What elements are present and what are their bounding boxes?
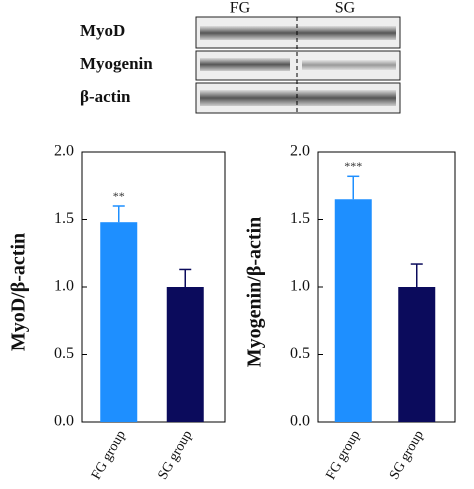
y-tick-label: 0.5 [290, 345, 310, 362]
y-tick-label: 0.0 [54, 413, 74, 430]
significance: ** [113, 189, 125, 203]
y-tick-label: 1.5 [290, 210, 310, 227]
x-tick-label: SG group [387, 428, 427, 482]
row-label: Myogenin [80, 54, 153, 73]
y-tick-label: 1.0 [290, 278, 310, 295]
x-tick-label: FG group [89, 428, 129, 482]
bar [100, 222, 138, 422]
y-axis-label: MyoD/β-actin [8, 233, 30, 351]
row-label: MyoD [80, 21, 125, 40]
y-tick-label: 1.5 [54, 210, 74, 227]
blot-band [200, 58, 290, 71]
lane-label: FG [230, 0, 251, 17]
y-tick-label: 2.0 [290, 143, 310, 160]
row-label: β-actin [80, 87, 131, 106]
y-tick-label: 0.5 [54, 345, 74, 362]
blot-band [200, 26, 396, 40]
bar [334, 199, 372, 422]
blot: FG SG MyoD Myogenin β-actin [80, 0, 401, 114]
bar [166, 287, 204, 422]
lane-label: SG [335, 0, 356, 17]
x-tick-label: SG group [155, 428, 195, 482]
y-tick-label: 2.0 [54, 143, 74, 160]
blot-band [302, 60, 396, 70]
y-tick-label: 0.0 [290, 413, 310, 430]
blot-band [200, 90, 396, 106]
y-tick-label: 1.0 [54, 278, 74, 295]
bar [398, 287, 436, 422]
y-axis-label: Myogenin/β-actin [244, 217, 266, 368]
significance: *** [344, 159, 362, 173]
x-tick-label: FG group [323, 428, 363, 482]
